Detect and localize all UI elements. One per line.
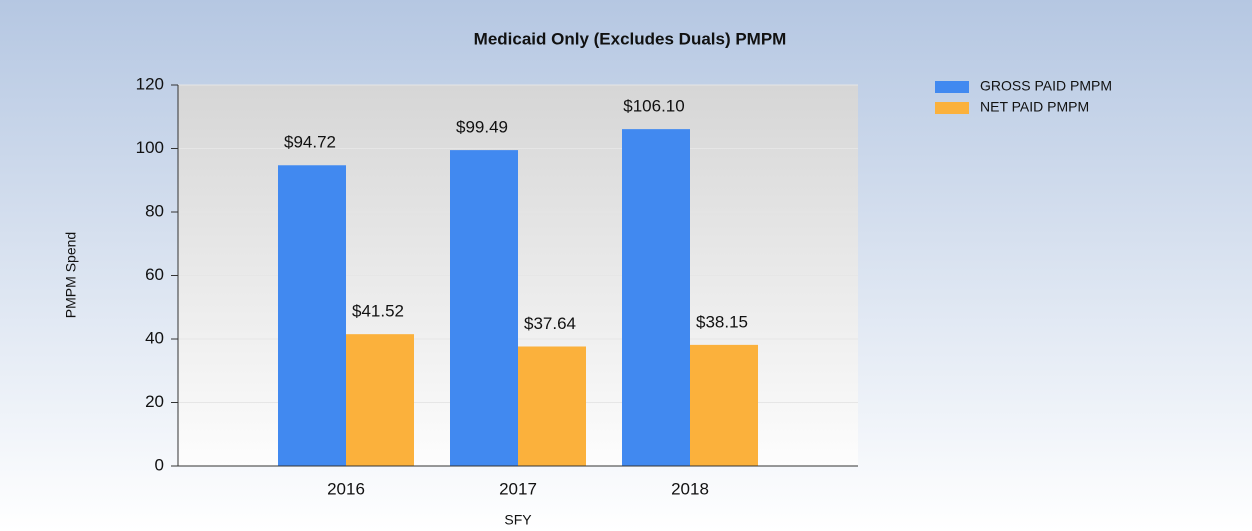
bar [690,344,758,466]
value-label: $94.72 [284,133,336,152]
y-axis-label: PMPM Spend [63,232,79,318]
x-tick-label: 2016 [327,479,365,498]
bar [450,150,518,466]
chart-title: Medicaid Only (Excludes Duals) PMPM [474,29,787,48]
x-tick-label: 2018 [671,479,709,498]
y-tick-label: 40 [145,328,164,347]
bar [278,165,346,466]
value-label: $106.10 [623,97,684,116]
y-tick-label: 60 [145,265,164,284]
legend-swatch [935,102,969,114]
bar [622,129,690,466]
y-tick-label: 100 [136,138,164,157]
legend-label: NET PAID PMPM [980,99,1089,115]
value-label: $38.15 [696,312,748,331]
x-axis-label: SFY [504,512,532,528]
value-label: $37.64 [524,314,576,333]
legend-swatch [935,81,969,93]
y-tick-label: 120 [136,74,164,93]
y-tick-label: 20 [145,392,164,411]
bar [346,334,414,466]
value-label: $99.49 [456,118,508,137]
y-tick-label: 80 [145,201,164,220]
bar [518,346,586,466]
value-label: $41.52 [352,302,404,321]
x-tick-label: 2017 [499,479,537,498]
y-tick-label: 0 [155,455,164,474]
legend-label: GROSS PAID PMPM [980,78,1112,94]
